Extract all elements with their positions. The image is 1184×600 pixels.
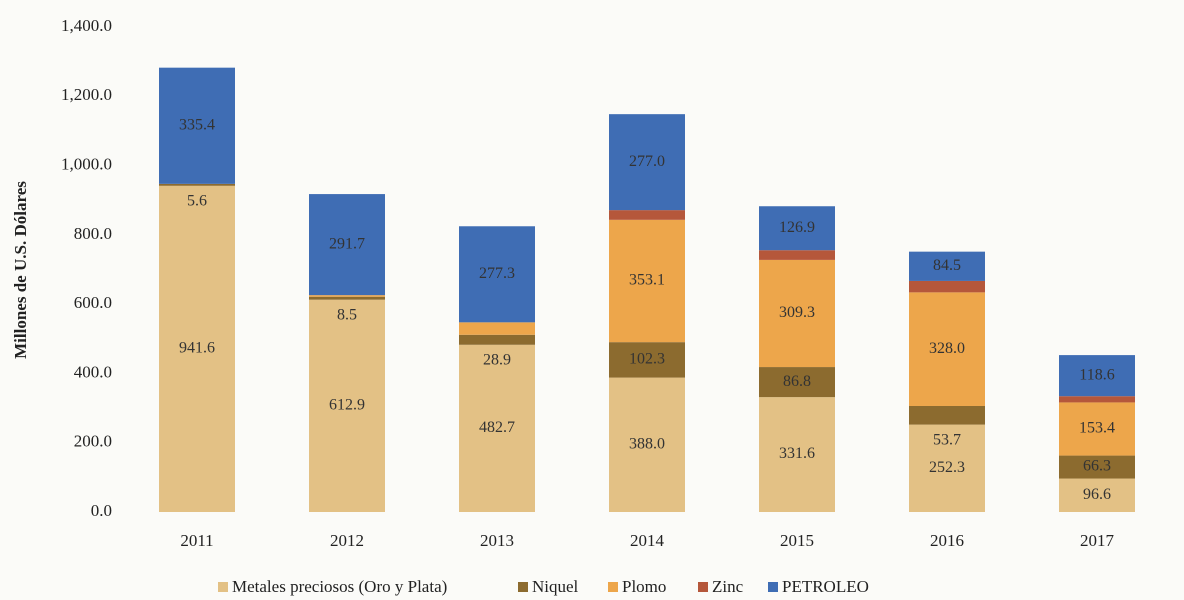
data-label: 331.6 [779, 445, 815, 462]
data-label: 84.5 [933, 257, 961, 274]
bar-segment [1059, 355, 1135, 397]
data-label: 291.7 [329, 235, 365, 252]
y-tick-label: 200.0 [74, 432, 112, 451]
data-label: 277.0 [629, 153, 665, 170]
data-label: 612.9 [329, 397, 365, 414]
data-label: 353.1 [629, 272, 665, 289]
bar-segment [609, 114, 685, 211]
y-tick-label: 1,000.0 [61, 154, 112, 173]
y-tick-label: 1,200.0 [61, 85, 112, 104]
x-tick-label: 2013 [480, 531, 514, 550]
data-label: 5.6 [187, 192, 207, 209]
bar-segment [459, 344, 535, 512]
bar-segment [609, 219, 685, 343]
bar-segment [1059, 396, 1135, 403]
legend-swatch [608, 582, 618, 592]
data-label: 277.3 [479, 265, 515, 282]
data-label: 252.3 [929, 459, 965, 476]
bar-segment [459, 334, 535, 345]
data-label: 96.6 [1083, 486, 1111, 503]
bar-segment [459, 226, 535, 323]
bar-segment [309, 194, 385, 296]
data-label: 53.7 [933, 431, 961, 448]
y-tick-label: 600.0 [74, 293, 112, 312]
data-label: 309.3 [779, 304, 815, 321]
x-tick-label: 2016 [930, 531, 964, 550]
legend-label: Niquel [532, 577, 579, 596]
bar-segment [759, 397, 835, 512]
data-label: 126.9 [779, 219, 815, 236]
y-tick-label: 1,400.0 [61, 16, 112, 35]
legend-label: PETROLEO [782, 577, 869, 596]
y-tick-label: 400.0 [74, 362, 112, 381]
legend-swatch [698, 582, 708, 592]
legend-swatch [518, 582, 528, 592]
x-tick-label: 2011 [180, 531, 213, 550]
bar-segment [1059, 478, 1135, 512]
bar-segment [909, 280, 985, 293]
bar-segment [159, 185, 235, 512]
legend-label: Metales preciosos (Oro y Plata) [232, 577, 447, 596]
data-label: 118.6 [1079, 366, 1114, 383]
bar-segment [609, 342, 685, 378]
data-label: 66.3 [1083, 458, 1111, 475]
bar-segment [909, 292, 985, 406]
y-tick-label: 0.0 [91, 501, 112, 520]
bar-segment [309, 296, 385, 300]
data-label: 153.4 [1079, 420, 1115, 437]
x-tick-label: 2015 [780, 531, 814, 550]
x-tick-label: 2017 [1080, 531, 1115, 550]
bar-segment [159, 67, 235, 184]
data-label: 335.4 [179, 116, 215, 133]
legend-swatch [768, 582, 778, 592]
y-tick-label: 800.0 [74, 224, 112, 243]
legend-label: Zinc [712, 577, 744, 596]
bar-segment [759, 206, 835, 251]
bar-segment [159, 183, 235, 186]
data-label: 328.0 [929, 340, 965, 357]
x-tick-label: 2014 [630, 531, 665, 550]
bar-segment [459, 322, 535, 335]
data-label: 8.5 [337, 306, 357, 323]
x-tick-label: 2012 [330, 531, 364, 550]
bar-segment [309, 299, 385, 512]
data-label: 28.9 [483, 351, 511, 368]
bar-segment [609, 377, 685, 512]
bar-segment [1059, 402, 1135, 456]
bar-segment [1059, 455, 1135, 479]
legend-swatch [218, 582, 228, 592]
data-label: 941.6 [179, 340, 215, 357]
bar-segment [909, 424, 985, 512]
bar-segment [309, 295, 385, 297]
bar-segment [609, 210, 685, 220]
y-axis-label: Millones de U.S. Dólares [11, 181, 30, 359]
legend-label: Plomo [622, 577, 666, 596]
data-label: 482.7 [479, 419, 515, 436]
bar-segment [759, 259, 835, 368]
bar-segment [909, 251, 985, 281]
data-label: 102.3 [629, 351, 665, 368]
bar-segment [909, 405, 985, 425]
bar-segment [759, 367, 835, 398]
bar-segment [759, 250, 835, 260]
data-label: 388.0 [629, 435, 665, 452]
data-label: 86.8 [783, 373, 811, 390]
